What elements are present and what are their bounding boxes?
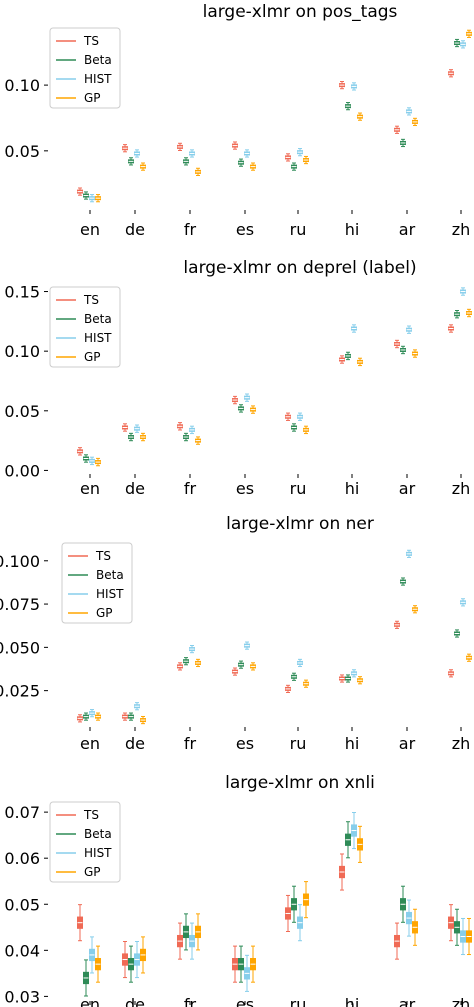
legend-label: Beta: [84, 312, 112, 326]
x-tick-label: zh: [452, 995, 471, 1007]
chart-panel-0: large-xlmr on pos_tags 0.05 0.10 en de fr es ru…: [4, 2, 472, 239]
legend-box: [49, 286, 121, 368]
legend-box: [61, 542, 133, 624]
y-tick-label: 0.00: [4, 461, 40, 480]
x-tick-label: es: [236, 995, 254, 1007]
x-tick-label: es: [236, 479, 254, 498]
x-tick-label: en: [80, 220, 100, 239]
x-tick-label: es: [236, 220, 254, 239]
legend-box: [49, 27, 121, 109]
x-tick-label: ru: [290, 734, 307, 753]
x-tick-label: fr: [184, 734, 197, 753]
x-tick-label: en: [80, 995, 100, 1007]
legend-label: Beta: [84, 827, 112, 841]
y-tick-label: 0.05: [4, 895, 40, 914]
x-tick-label: en: [80, 479, 100, 498]
x-tick-label: fr: [184, 479, 197, 498]
x-tick-label: ru: [290, 220, 307, 239]
chart-panel-3: large-xlmr on xnli 0.03 0.04 0.05 0.06 0.07 en…: [4, 773, 472, 1007]
legend-label: HIST: [96, 587, 124, 601]
y-tick-label: 0.04: [4, 941, 40, 960]
x-tick-label: ru: [290, 995, 307, 1007]
x-tick-label: ar: [399, 995, 416, 1007]
x-tick-label: zh: [452, 734, 471, 753]
y-tick-label: 0.10: [4, 76, 40, 95]
x-tick-label: hi: [345, 734, 360, 753]
legend-label: GP: [84, 865, 101, 879]
y-tick-label: 0.10: [4, 342, 40, 361]
x-tick-label: es: [236, 734, 254, 753]
x-tick-label: de: [125, 220, 145, 239]
legend-label: HIST: [84, 846, 112, 860]
chart-title: large-xlmr on pos_tags: [203, 2, 398, 22]
legend-label: Beta: [96, 568, 124, 582]
x-tick-label: de: [125, 479, 145, 498]
chart-panel-2: large-xlmr on ner 0.025 0.050 0.075 0.100 en d…: [0, 514, 472, 753]
x-tick-label: ar: [399, 734, 416, 753]
legend-box: [49, 801, 121, 883]
legend-label: TS: [95, 549, 111, 563]
chart-title: large-xlmr on deprel (label): [183, 258, 416, 278]
x-tick-label: hi: [345, 479, 360, 498]
y-tick-label: 0.075: [0, 595, 40, 614]
x-tick-label: ru: [290, 479, 307, 498]
x-tick-label: ar: [399, 220, 416, 239]
y-tick-label: 0.07: [4, 803, 40, 822]
x-tick-label: hi: [345, 220, 360, 239]
y-tick-label: 0.025: [0, 682, 40, 701]
legend-label: Beta: [84, 53, 112, 67]
x-tick-label: en: [80, 734, 100, 753]
y-tick-label: 0.06: [4, 849, 40, 868]
chart-title: large-xlmr on xnli: [225, 773, 375, 793]
x-tick-label: zh: [452, 479, 471, 498]
chart-title: large-xlmr on ner: [226, 514, 374, 534]
x-tick-label: de: [125, 995, 145, 1007]
x-tick-label: fr: [184, 995, 197, 1007]
y-tick-label: 0.15: [4, 283, 40, 302]
x-tick-label: hi: [345, 995, 360, 1007]
x-tick-label: ar: [399, 479, 416, 498]
legend-label: HIST: [84, 72, 112, 86]
legend-label: HIST: [84, 331, 112, 345]
legend-label: TS: [83, 293, 99, 307]
legend-label: TS: [83, 808, 99, 822]
y-tick-label: 0.03: [4, 987, 40, 1006]
legend-label: GP: [96, 606, 113, 620]
chart-panel-1: large-xlmr on deprel (label) 0.00 0.05 0.10…: [4, 258, 472, 498]
x-tick-label: de: [125, 734, 145, 753]
legend-label: GP: [84, 91, 101, 105]
x-tick-label: zh: [452, 220, 471, 239]
x-tick-label: fr: [184, 220, 197, 239]
y-tick-label: 0.100: [0, 552, 40, 571]
y-tick-label: 0.05: [4, 142, 40, 161]
legend-label: TS: [83, 34, 99, 48]
y-tick-label: 0.050: [0, 638, 40, 657]
legend-label: GP: [84, 350, 101, 364]
y-tick-label: 0.05: [4, 402, 40, 421]
